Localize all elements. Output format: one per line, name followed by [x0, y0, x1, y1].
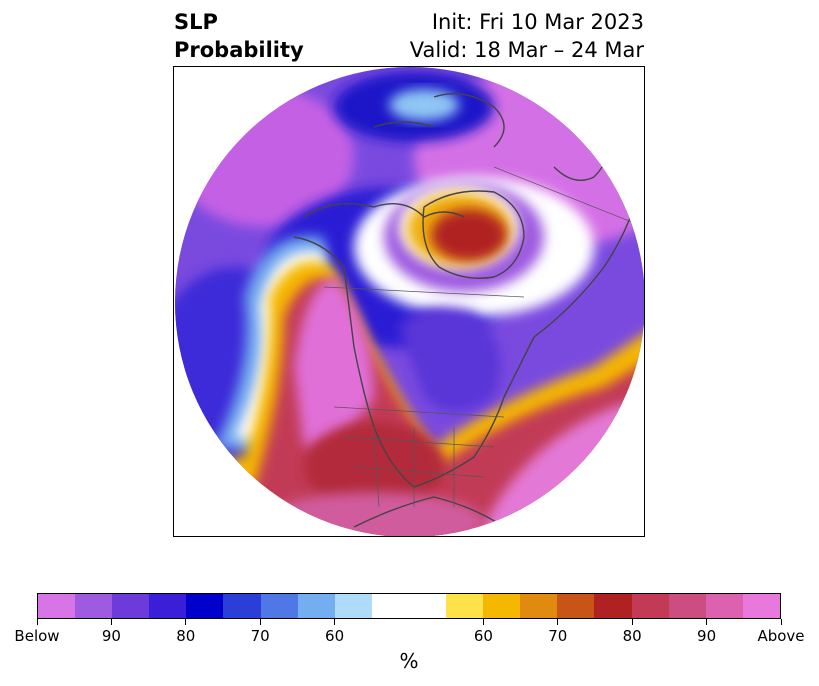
colorbar-tick	[482, 619, 484, 625]
colorbar-bin	[112, 594, 150, 618]
colorbar-bin	[75, 594, 113, 618]
below-great-lakes	[399, 307, 501, 412]
colorbar-bin	[446, 594, 484, 618]
above-strong-west-coast	[294, 277, 374, 447]
colorbar-bin	[186, 594, 224, 618]
probability-map	[175, 67, 644, 536]
colorbar-bin	[260, 594, 298, 618]
colorbar-bin	[149, 594, 187, 618]
colorbar-bin	[705, 594, 743, 618]
colorbar-tick	[185, 619, 187, 625]
colorbar-tick	[36, 619, 38, 625]
colorbar-bin	[668, 594, 706, 618]
colorbar-tick	[259, 619, 261, 625]
colorbar-tick-label: Below	[14, 627, 60, 645]
colorbar-tick	[110, 619, 112, 625]
title-quantity: Probability	[174, 38, 304, 62]
colorbar-bin	[483, 594, 521, 618]
colorbar-tick-label: 70	[548, 627, 568, 645]
title-left: SLP Probability	[174, 8, 304, 64]
colorbar-bin	[371, 594, 409, 618]
title-variable: SLP	[174, 10, 218, 34]
colorbar-bin	[594, 594, 632, 618]
above-strong-us	[304, 422, 444, 512]
colorbar-tick-label: 60	[325, 627, 345, 645]
colorbar-tick-label: 90	[101, 627, 121, 645]
colorbar-bin	[334, 594, 372, 618]
colorbar-tick	[706, 619, 708, 625]
colorbar-tick-label: Above	[757, 627, 805, 645]
valid-range: Valid: 18 Mar – 24 Mar	[409, 38, 644, 62]
colorbar-bin	[557, 594, 595, 618]
colorbar-bin	[223, 594, 261, 618]
colorbar-unit: %	[399, 649, 419, 673]
colorbar	[37, 593, 781, 619]
coastlines	[293, 92, 635, 528]
colorbar-tick-label: 80	[622, 627, 642, 645]
colorbar-bin	[742, 594, 780, 618]
colorbar-tick	[780, 619, 782, 625]
init-date: Init: Fri 10 Mar 2023	[431, 10, 644, 34]
colorbar-tick-label: 90	[697, 627, 717, 645]
colorbar-bin	[520, 594, 558, 618]
colorbar-tick	[631, 619, 633, 625]
colorbar-tick-label: 60	[473, 627, 493, 645]
colorbar-bin	[408, 594, 447, 618]
colorbar-tick	[557, 619, 559, 625]
colorbar-bin	[631, 594, 669, 618]
colorbar-tick-label: 70	[250, 627, 270, 645]
colorbar-tick	[334, 619, 336, 625]
colorbar-bin	[38, 594, 76, 618]
borders	[323, 166, 644, 508]
map-panel	[173, 66, 645, 537]
colorbar-tick-label: 80	[176, 627, 196, 645]
colorbar-bin	[297, 594, 335, 618]
title-right: Init: Fri 10 Mar 2023 Valid: 18 Mar – 24…	[410, 8, 644, 64]
